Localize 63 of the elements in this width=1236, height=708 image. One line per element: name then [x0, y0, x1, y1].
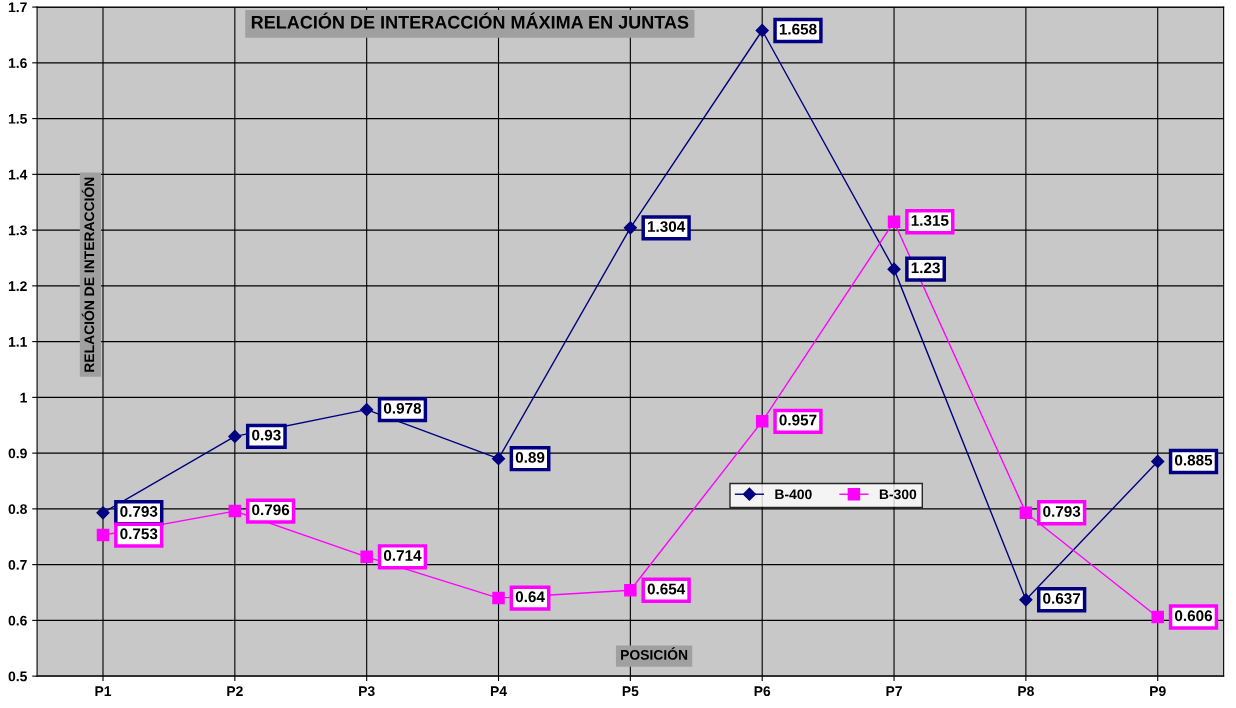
data-label: 0.793	[1043, 506, 1081, 517]
y-tick-label: 1.3	[8, 225, 27, 236]
point	[96, 506, 110, 520]
data-label: 1.304	[647, 221, 686, 232]
x-tick-label: P6	[754, 686, 771, 697]
y-tick-label: 0.6	[8, 615, 27, 626]
y-tick-label: 1.7	[8, 2, 27, 13]
point	[228, 504, 242, 518]
data-label: 0.64	[515, 591, 545, 603]
data-label: 0.796	[252, 504, 290, 516]
point	[1019, 593, 1033, 607]
data-label: 1.315	[911, 215, 949, 226]
legend-label: B-300	[879, 489, 917, 500]
data-label: 0.885	[1174, 454, 1213, 466]
data-label: 0.637	[1043, 593, 1081, 604]
data-label: 1.658	[779, 23, 817, 35]
point	[623, 221, 637, 235]
x-tick-label: P1	[95, 686, 112, 696]
point	[755, 23, 769, 38]
y-tick-label: 1	[20, 392, 27, 403]
point	[887, 262, 901, 276]
data-label: 0.978	[383, 402, 422, 414]
data-label: 0.93	[252, 429, 281, 441]
x-tick-label: P2	[227, 686, 243, 696]
x-tick-label: P4	[490, 686, 507, 696]
data-label: 0.714	[383, 550, 422, 561]
data-label: 0.654	[647, 583, 686, 595]
y-axis-title: RELACIÓN DE INTERACCIÓN	[81, 177, 95, 372]
point	[1151, 610, 1164, 624]
legend-label: B-400	[775, 489, 812, 500]
y-tick-label: 0.8	[8, 504, 27, 515]
data-label: 0.606	[1174, 610, 1213, 622]
point	[492, 591, 505, 605]
x-tick-label: P9	[1150, 686, 1166, 697]
data-label: 0.89	[515, 451, 545, 463]
y-tick-label: 1.5	[8, 114, 27, 124]
point	[96, 528, 110, 542]
point	[887, 215, 901, 228]
y-tick-label: 0.9	[8, 448, 27, 459]
data-label: 0.793	[120, 506, 158, 517]
y-tick-label: 1.2	[8, 281, 27, 291]
point	[755, 415, 769, 428]
x-tick-label: P3	[359, 686, 375, 697]
point	[491, 452, 506, 466]
y-tick-label: 0.5	[8, 671, 27, 682]
x-tick-label: P7	[886, 686, 902, 696]
data-label: 0.957	[779, 414, 817, 426]
x-tick-label: P5	[622, 686, 639, 697]
data-label: 0.753	[120, 528, 158, 540]
point	[1019, 506, 1033, 520]
y-tick-label: 1.6	[8, 58, 27, 68]
data-label: 1.23	[911, 262, 940, 274]
point	[624, 584, 637, 597]
chart-title: RELACIÓN DE INTERACCIÓN MÁXIMA EN JUNTAS	[251, 12, 689, 29]
x-axis-title: POSICIÓN	[621, 647, 688, 660]
y-tick-label: 1.1	[8, 337, 27, 347]
point	[1151, 454, 1165, 469]
y-tick-label: 0.7	[8, 559, 27, 570]
point	[360, 550, 373, 564]
point	[228, 429, 242, 443]
y-tick-label: 1.4	[8, 169, 28, 180]
point	[360, 403, 374, 417]
x-tick-label: P8	[1018, 686, 1034, 697]
